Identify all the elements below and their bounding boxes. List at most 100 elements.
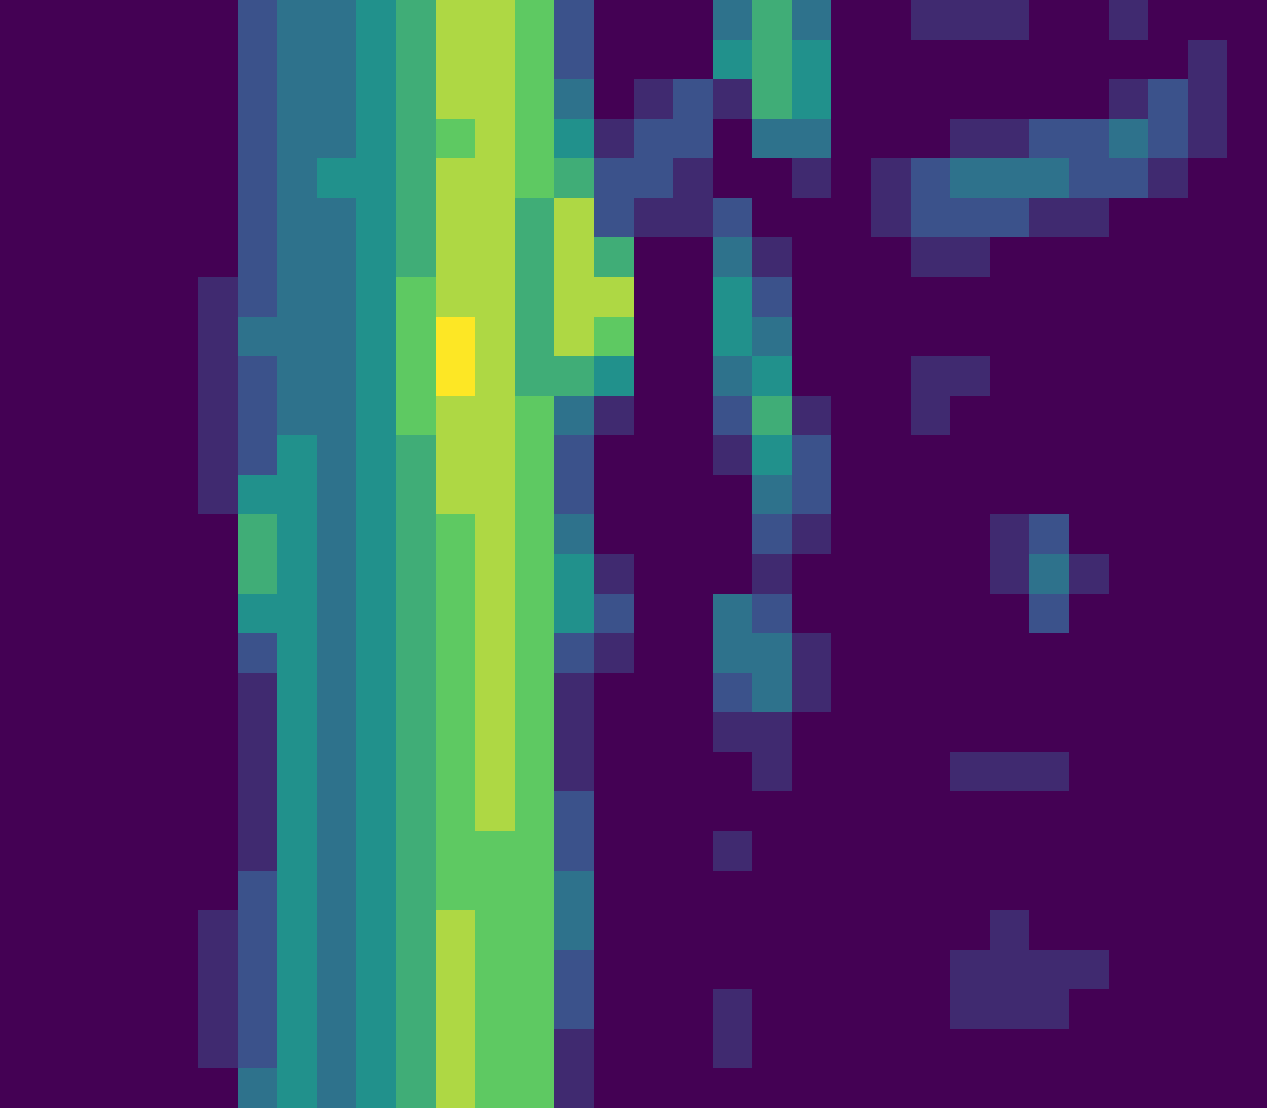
heatmap-cell: [436, 237, 475, 277]
heatmap-cell: [317, 198, 356, 237]
heatmap-cell: [1148, 79, 1188, 119]
heatmap-cell: [1029, 79, 1069, 119]
heatmap-cell: [1227, 752, 1267, 791]
heatmap-cell: [1148, 198, 1188, 237]
heatmap-cell: [1069, 633, 1109, 673]
heatmap-cell: [198, 831, 238, 871]
heatmap-cell: [752, 435, 792, 475]
heatmap-cell: [713, 673, 752, 712]
heatmap-cell: [673, 554, 713, 594]
heatmap-cell: [1109, 712, 1148, 752]
heatmap-cell: [40, 435, 79, 475]
heatmap-cell: [277, 237, 317, 277]
heatmap-cell: [950, 673, 990, 712]
heatmap-cell: [911, 594, 950, 633]
heatmap-cell: [356, 514, 396, 554]
heatmap-cell: [158, 158, 198, 198]
heatmap-cell: [594, 1029, 634, 1068]
heatmap-cell: [1227, 237, 1267, 277]
heatmap-cell: [436, 594, 475, 633]
heatmap-cell: [436, 831, 475, 871]
heatmap-cell: [277, 831, 317, 871]
heatmap-cell: [356, 791, 396, 831]
heatmap-cell: [475, 712, 515, 752]
heatmap-cell: [119, 712, 158, 752]
heatmap-cell: [713, 950, 752, 989]
heatmap-cell: [950, 396, 990, 435]
heatmap-cell: [594, 871, 634, 910]
heatmap-cell: [79, 1029, 119, 1068]
heatmap-cell: [119, 950, 158, 989]
heatmap-cell: [950, 79, 990, 119]
heatmap-cell: [831, 791, 871, 831]
heatmap-cell: [871, 198, 911, 237]
heatmap-cell: [317, 673, 356, 712]
heatmap-cell: [871, 396, 911, 435]
heatmap-cell: [594, 40, 634, 79]
heatmap-cell: [871, 554, 911, 594]
heatmap-cell: [871, 712, 911, 752]
heatmap-cell: [634, 1068, 673, 1108]
heatmap-cell: [515, 475, 554, 514]
heatmap-cell: [911, 633, 950, 673]
heatmap-cell: [1069, 277, 1109, 317]
heatmap-cell: [158, 950, 198, 989]
heatmap-cell: [634, 594, 673, 633]
heatmap-cell: [871, 1068, 911, 1108]
heatmap-cell: [0, 119, 40, 158]
heatmap-cell: [158, 1029, 198, 1068]
heatmap-cell: [1227, 40, 1267, 79]
heatmap-cell: [1227, 158, 1267, 198]
heatmap-cell: [950, 317, 990, 356]
heatmap-cell: [1188, 950, 1227, 989]
heatmap-cell: [1227, 514, 1267, 554]
heatmap-cell: [554, 594, 594, 633]
heatmap-cell: [1069, 475, 1109, 514]
heatmap-cell: [1188, 396, 1227, 435]
heatmap-cell: [990, 950, 1029, 989]
heatmap-cell: [713, 871, 752, 910]
heatmap-cell: [752, 791, 792, 831]
heatmap-cell: [158, 752, 198, 791]
heatmap-cell: [396, 475, 436, 514]
heatmap-cell: [871, 1029, 911, 1068]
heatmap-cell: [238, 633, 277, 673]
heatmap-cell: [238, 158, 277, 198]
heatmap-cell: [634, 0, 673, 40]
heatmap-cell: [1148, 791, 1188, 831]
heatmap-cell: [831, 277, 871, 317]
heatmap-cell: [356, 119, 396, 158]
heatmap-cell: [1029, 831, 1069, 871]
heatmap-cell: [1188, 910, 1227, 950]
heatmap-cell: [79, 40, 119, 79]
heatmap-cell: [1148, 277, 1188, 317]
heatmap-cell: [950, 435, 990, 475]
heatmap-cell: [119, 198, 158, 237]
heatmap-cell: [950, 594, 990, 633]
heatmap-cell: [515, 791, 554, 831]
heatmap-cell: [40, 475, 79, 514]
heatmap-cell: [356, 317, 396, 356]
heatmap-cell: [1148, 475, 1188, 514]
heatmap-cell: [1109, 791, 1148, 831]
heatmap-cell: [1148, 119, 1188, 158]
heatmap-cell: [1227, 79, 1267, 119]
heatmap-cell: [554, 277, 594, 317]
heatmap-cell: [792, 989, 831, 1029]
heatmap-cell: [0, 277, 40, 317]
heatmap-cell: [0, 435, 40, 475]
heatmap-cell: [673, 989, 713, 1029]
heatmap-cell: [277, 396, 317, 435]
heatmap-cell: [79, 356, 119, 396]
heatmap-cell: [515, 554, 554, 594]
heatmap-cell: [40, 594, 79, 633]
heatmap-cell: [475, 950, 515, 989]
heatmap-cell: [634, 633, 673, 673]
heatmap-cell: [1148, 0, 1188, 40]
heatmap-cell: [1069, 1029, 1109, 1068]
heatmap-cell: [1188, 277, 1227, 317]
heatmap-cell: [554, 752, 594, 791]
heatmap-cell: [40, 514, 79, 554]
heatmap-cell: [594, 1068, 634, 1108]
heatmap-cell: [198, 989, 238, 1029]
